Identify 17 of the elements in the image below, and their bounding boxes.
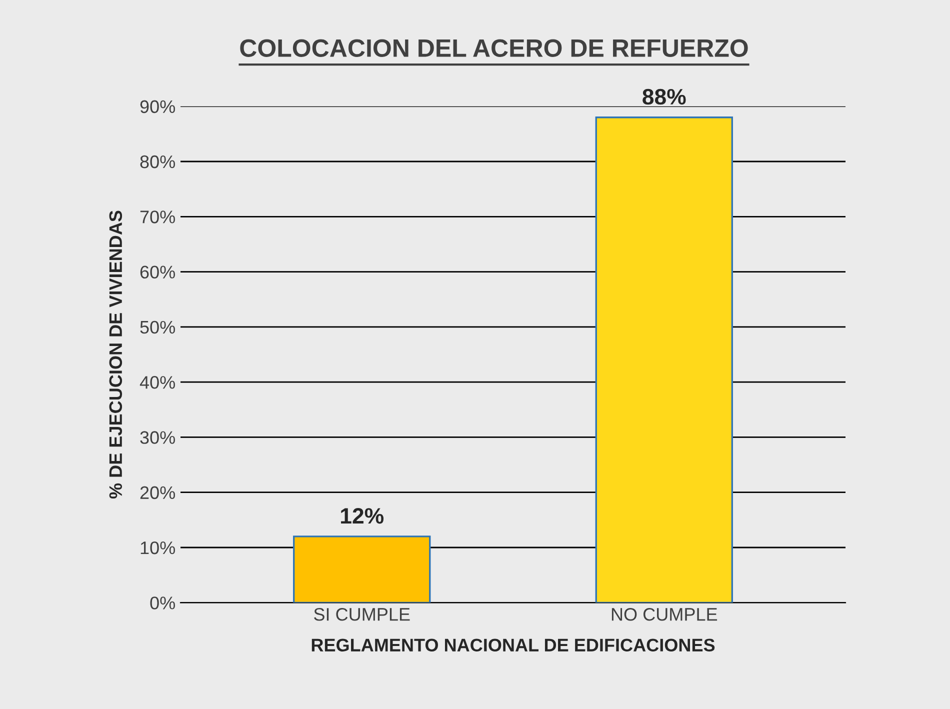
y-tick-label: 40% — [140, 376, 175, 389]
x-tick-label: NO CUMPLE — [612, 608, 718, 621]
chart-title: COLOCACION DEL ACERO DE REFUERZO — [240, 39, 748, 57]
y-tick-label: 60% — [140, 266, 175, 279]
y-tick-label: 50% — [140, 320, 175, 334]
y-tick-label: 10% — [140, 541, 175, 554]
y-tick-label: 30% — [140, 431, 175, 444]
y-tick-label: 0% — [150, 596, 175, 610]
x-axis-title: REGLAMENTO NACIONAL DE EDIFICACIONES — [312, 638, 715, 652]
data-label: 12% — [341, 508, 384, 524]
x-tick-label: SI CUMPLE — [314, 608, 410, 621]
y-tick-label: 90% — [140, 100, 175, 114]
y-tick-label: 80% — [140, 155, 175, 168]
data-label: 88% — [642, 88, 686, 105]
y-axis-title: % DE EJECUCION DE VIVIENDAS — [109, 210, 122, 499]
y-tick-label: 20% — [140, 486, 175, 500]
y-tick-label: 70% — [140, 210, 175, 224]
